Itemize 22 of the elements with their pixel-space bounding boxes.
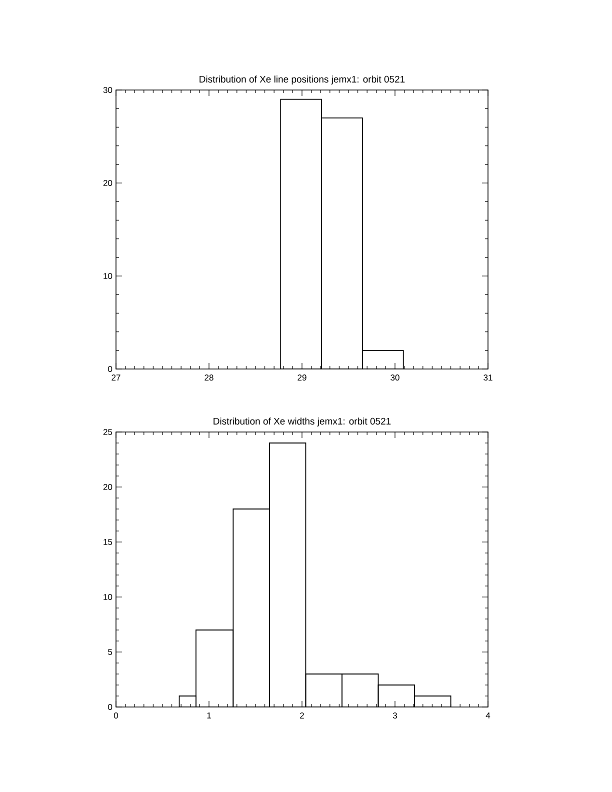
y-tick-label: 25 — [103, 428, 112, 435]
y-tick-label: 30 — [103, 86, 112, 94]
chart-title: Distribution of Xe widths jemx1: orbit 0521 — [214, 418, 391, 426]
x-tick-label: 1 — [207, 712, 211, 718]
y-tick-label: 0 — [108, 704, 112, 710]
x-tick-label: 30 — [390, 374, 400, 381]
x-tick-label: 31 — [484, 374, 492, 381]
y-tick-label: 20 — [103, 484, 112, 490]
x-tick-label: 3 — [392, 712, 397, 719]
chart-title: Distribution of Xe line positions jemx1: orbit 0521 — [200, 76, 405, 84]
y-tick-label: 20 — [103, 180, 112, 186]
x-tick-label: 28 — [204, 374, 214, 381]
y-tick-label: 10 — [104, 594, 112, 600]
x-tick-label: 4 — [486, 712, 490, 718]
x-tick-label: 2 — [300, 712, 304, 718]
y-tick-label: 5 — [108, 649, 112, 655]
x-tick-label: 0 — [114, 712, 118, 719]
y-tick-label: 15 — [104, 539, 112, 545]
y-tick-label: 10 — [104, 272, 112, 279]
y-tick-label: 0 — [108, 366, 112, 372]
x-tick-label: 27 — [112, 374, 120, 380]
x-tick-label: 29 — [298, 374, 306, 381]
